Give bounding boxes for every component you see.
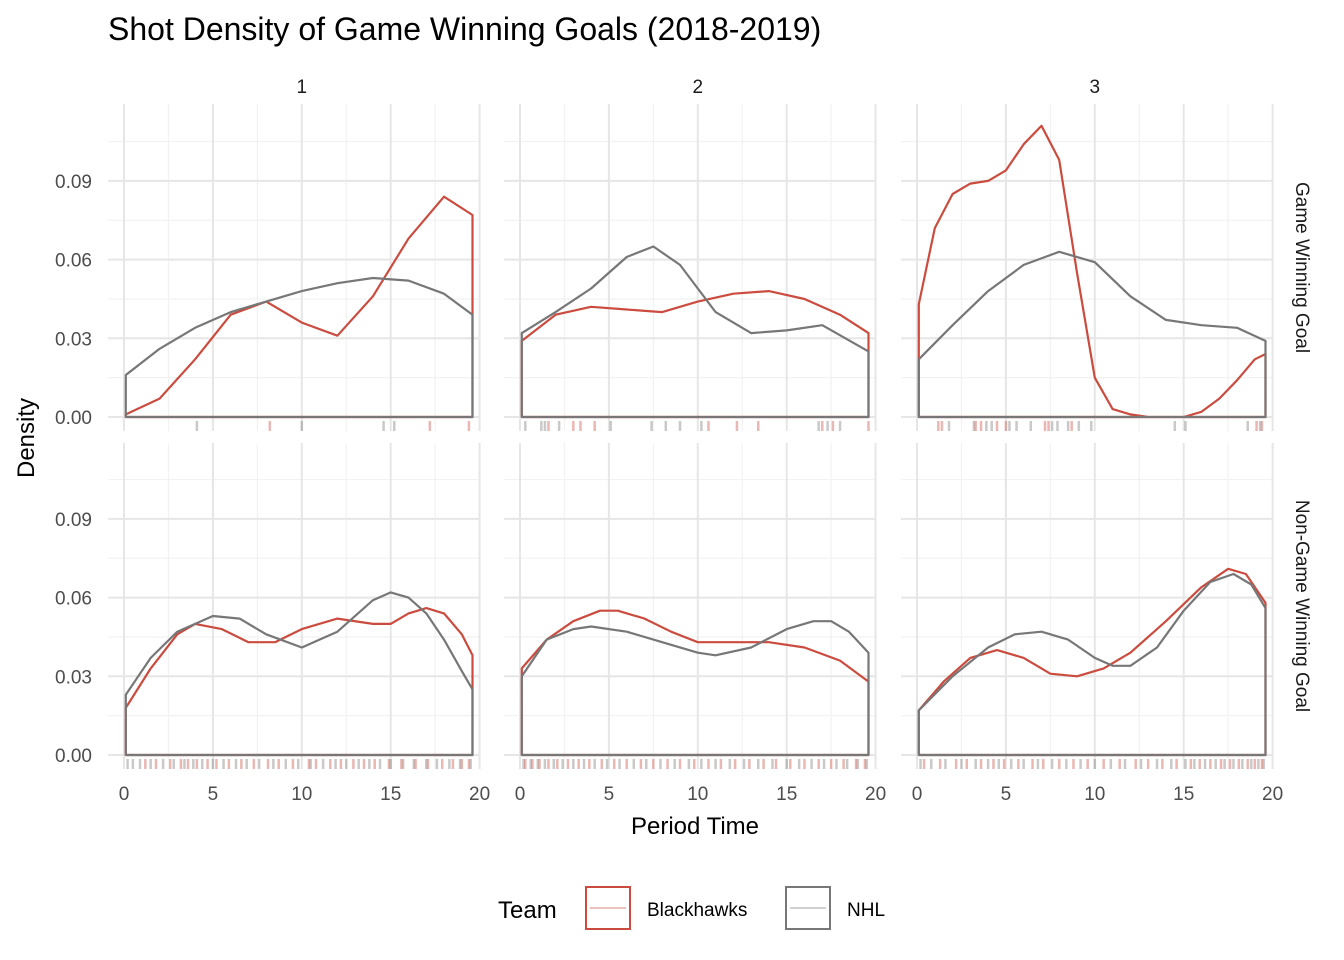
x-tick-label: 10 [1084, 784, 1105, 805]
facet-panel-4: 0.00 0.03 0.06 0.09 0 5 10 15 20 [55, 443, 490, 805]
y-tick-label: 0.00 [55, 746, 92, 767]
x-tick-label: 5 [208, 784, 219, 805]
y-axis-title: Density [13, 398, 40, 478]
x-tick-label: 15 [1173, 784, 1194, 805]
facet-strip-col-1: 1 [297, 77, 308, 98]
facet-panel-5: 0 5 10 15 20 [504, 443, 886, 805]
x-tick-label: 5 [1001, 784, 1012, 805]
facet-panels: 1 2 3 Game Winning Goal Non-Game Winning Goa… [55, 77, 1312, 805]
x-tick-label: 20 [1262, 784, 1283, 805]
x-tick-label: 15 [776, 784, 797, 805]
density-line-nhl [124, 591, 474, 757]
density-line-nhl [917, 572, 1267, 757]
density-line-blackhawks [520, 290, 870, 419]
density-line-blackhawks [917, 567, 1267, 757]
legend-key-nhl [785, 886, 831, 930]
facet-panel-3 [901, 104, 1274, 431]
legend-label-blackhawks: Blackhawks [647, 900, 747, 921]
x-tick-label: 15 [380, 784, 401, 805]
legend-key-blackhawks [585, 886, 631, 930]
y-tick-label: 0.09 [55, 172, 92, 193]
x-tick-label: 10 [291, 784, 312, 805]
y-tick-label: 0.00 [55, 408, 92, 429]
x-tick-label: 10 [687, 784, 708, 805]
y-tick-label: 0.03 [55, 667, 92, 688]
legend-label-nhl: NHL [847, 900, 885, 921]
density-line-nhl [917, 250, 1267, 419]
x-tick-label: 20 [469, 784, 490, 805]
y-tick-label: 0.09 [55, 510, 92, 531]
legend-title: Team [498, 897, 557, 924]
x-tick-label: 20 [865, 784, 886, 805]
legend: Team Blackhawks NHL [498, 886, 885, 930]
facet-strip-row-2: Non-Game Winning Goal [1291, 500, 1312, 712]
chart-title: Shot Density of Game Winning Goals (2018… [108, 11, 821, 47]
facet-strip-col-2: 2 [693, 77, 704, 98]
density-line-blackhawks [520, 609, 870, 757]
density-line-nhl [124, 276, 474, 419]
density-line-blackhawks [124, 607, 474, 757]
y-tick-label: 0.03 [55, 329, 92, 350]
x-tick-label: 0 [912, 784, 923, 805]
y-tick-label: 0.06 [55, 251, 92, 272]
density-line-blackhawks [917, 124, 1267, 419]
facet-panel-2 [504, 104, 877, 431]
x-tick-label: 0 [119, 784, 130, 805]
facet-strip-col-3: 3 [1090, 77, 1101, 98]
facet-strip-row-1: Game Winning Goal [1291, 182, 1312, 353]
facet-panel-1: 0.00 0.03 0.06 0.09 [55, 104, 481, 431]
y-tick-label: 0.06 [55, 589, 92, 610]
density-line-nhl [520, 245, 870, 419]
facet-panel-6: 0 5 10 15 20 [901, 443, 1283, 805]
x-tick-label: 0 [515, 784, 526, 805]
x-tick-label: 5 [604, 784, 615, 805]
density-line-nhl [520, 620, 870, 757]
x-axis-title: Period Time [631, 813, 759, 840]
density-line-blackhawks [124, 195, 474, 419]
